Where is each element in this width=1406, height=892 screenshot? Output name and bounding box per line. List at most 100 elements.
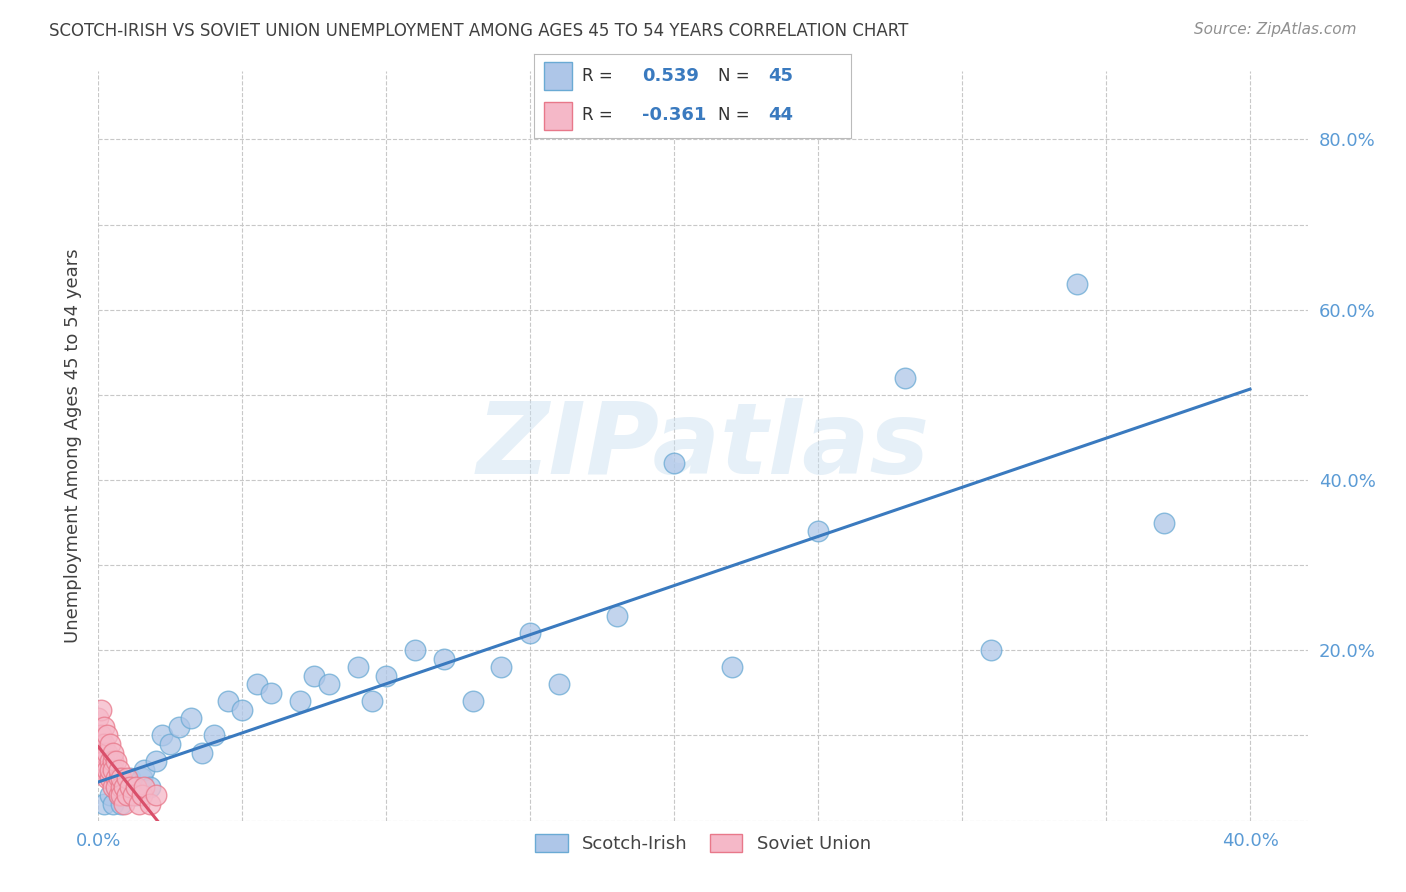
Point <box>217 694 239 708</box>
Point <box>112 780 135 794</box>
Point <box>288 694 311 708</box>
Point <box>361 694 384 708</box>
Point <box>139 780 162 794</box>
Point <box>519 626 541 640</box>
Point <box>104 780 127 794</box>
Point <box>260 686 283 700</box>
Point <box>101 746 124 760</box>
Point <box>375 669 398 683</box>
Point <box>101 797 124 811</box>
Point <box>107 788 129 802</box>
Point <box>98 771 121 785</box>
Point <box>90 703 112 717</box>
Text: N =: N = <box>717 106 755 124</box>
Point <box>107 788 129 802</box>
Point <box>139 797 162 811</box>
Point <box>1066 277 1088 292</box>
Point <box>104 754 127 768</box>
Text: 45: 45 <box>768 67 793 85</box>
Point <box>1153 516 1175 530</box>
Point <box>87 711 110 725</box>
Point <box>664 456 686 470</box>
Point <box>167 720 190 734</box>
Point <box>246 677 269 691</box>
Point <box>90 754 112 768</box>
Legend: Scotch-Irish, Soviet Union: Scotch-Irish, Soviet Union <box>529 827 877 860</box>
Point <box>104 771 127 785</box>
Point <box>134 763 156 777</box>
Point <box>346 660 368 674</box>
Text: N =: N = <box>717 67 755 85</box>
Point <box>231 703 253 717</box>
Point <box>120 780 142 794</box>
FancyBboxPatch shape <box>544 102 572 130</box>
Point <box>191 746 214 760</box>
Point <box>110 788 132 802</box>
Point <box>98 788 121 802</box>
Point <box>115 771 138 785</box>
Point <box>131 771 153 785</box>
Point <box>93 763 115 777</box>
Point <box>145 788 167 802</box>
Point <box>98 737 121 751</box>
Point <box>318 677 340 691</box>
Point <box>96 746 118 760</box>
Point <box>90 737 112 751</box>
Point <box>548 677 571 691</box>
Point <box>304 669 326 683</box>
Point <box>96 763 118 777</box>
Point <box>125 780 148 794</box>
Text: 0.539: 0.539 <box>641 67 699 85</box>
Text: Source: ZipAtlas.com: Source: ZipAtlas.com <box>1194 22 1357 37</box>
Point <box>93 720 115 734</box>
Point <box>807 524 830 538</box>
Point <box>180 711 202 725</box>
Point <box>115 788 138 802</box>
Point <box>93 797 115 811</box>
Point <box>120 771 142 785</box>
Point <box>101 780 124 794</box>
Text: R =: R = <box>582 67 617 85</box>
Point <box>110 771 132 785</box>
Point <box>104 780 127 794</box>
Point <box>128 797 150 811</box>
Text: ZIPatlas: ZIPatlas <box>477 398 929 494</box>
Point <box>606 609 628 624</box>
Point <box>101 763 124 777</box>
Text: 44: 44 <box>768 106 793 124</box>
Point <box>112 780 135 794</box>
Point <box>112 797 135 811</box>
Point <box>150 729 173 743</box>
Point <box>101 754 124 768</box>
Point <box>107 771 129 785</box>
Point <box>87 746 110 760</box>
Point <box>131 788 153 802</box>
Text: R =: R = <box>582 106 617 124</box>
Text: -0.361: -0.361 <box>641 106 706 124</box>
Point <box>93 746 115 760</box>
Point <box>433 652 456 666</box>
Point <box>96 771 118 785</box>
Point <box>98 754 121 768</box>
Point <box>893 371 915 385</box>
Point <box>93 737 115 751</box>
Point <box>159 737 181 751</box>
Point <box>125 788 148 802</box>
Point <box>110 797 132 811</box>
Text: SCOTCH-IRISH VS SOVIET UNION UNEMPLOYMENT AMONG AGES 45 TO 54 YEARS CORRELATION : SCOTCH-IRISH VS SOVIET UNION UNEMPLOYMEN… <box>49 22 908 40</box>
Point <box>134 780 156 794</box>
Point <box>115 788 138 802</box>
Point <box>90 729 112 743</box>
Point <box>404 643 426 657</box>
Point <box>202 729 225 743</box>
Point <box>145 754 167 768</box>
Point <box>93 754 115 768</box>
Y-axis label: Unemployment Among Ages 45 to 54 years: Unemployment Among Ages 45 to 54 years <box>63 249 82 643</box>
Point <box>122 788 145 802</box>
Point <box>107 763 129 777</box>
Point <box>720 660 742 674</box>
FancyBboxPatch shape <box>544 62 572 90</box>
Point <box>980 643 1002 657</box>
Point <box>98 763 121 777</box>
Point <box>96 729 118 743</box>
